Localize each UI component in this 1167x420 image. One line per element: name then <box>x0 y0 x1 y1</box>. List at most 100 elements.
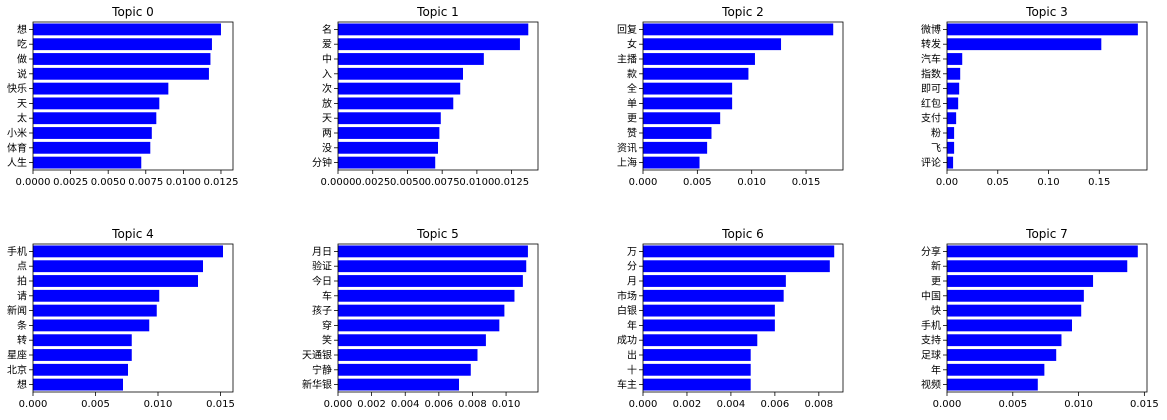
topic-0-xtick-label-4: 0.0100 <box>166 177 201 188</box>
topic-7-bar-8 <box>947 363 1045 376</box>
topic-4-xtick-label-1: 0.005 <box>81 399 110 410</box>
topic-7-category-label-4: 快 <box>931 305 941 317</box>
topic-7-title: Topic 7 <box>1025 227 1068 241</box>
topic-4-bar-4 <box>33 304 157 317</box>
topic-3-bar-4 <box>947 82 960 95</box>
topic-3-bar-3 <box>947 67 961 80</box>
topic-0-bar-7 <box>33 127 152 139</box>
topic-7-category-label-0: 分享 <box>921 245 941 258</box>
topic-2-category-label-7: 赞 <box>627 127 637 140</box>
topic-6-title: Topic 6 <box>721 227 764 241</box>
topic-1-xtick-label-0: 0.0000 <box>321 177 356 188</box>
topic-7-category-label-7: 足球 <box>921 349 941 362</box>
topic-5-xtick-label-1: 0.002 <box>357 399 386 410</box>
topic-3-bar-5 <box>947 97 959 110</box>
topic-5-title: Topic 5 <box>416 227 459 241</box>
topic-0-bar-9 <box>33 156 142 169</box>
topic-0-category-label-3: 说 <box>17 67 27 80</box>
topic-2-category-label-6: 更 <box>627 113 637 125</box>
topic-7-xtick-label-0: 0.000 <box>933 399 962 410</box>
topic-3-category-label-9: 评论 <box>921 156 941 169</box>
topic-4-category-label-9: 想 <box>17 378 27 391</box>
topic-1-xtick-label-3: 0.0075 <box>425 177 460 188</box>
topic-1-category-label-7: 两 <box>322 129 332 140</box>
topic-1-xtick-label-2: 0.0050 <box>390 177 425 188</box>
topic-2-bar-0 <box>643 23 834 36</box>
topic-7-xtick-label-1: 0.005 <box>998 399 1027 410</box>
topic-2-category-label-9: 上海 <box>617 156 637 169</box>
topic-5-category-label-5: 穿 <box>322 319 332 332</box>
topic-2-title: Topic 2 <box>721 5 764 19</box>
topic-6-axes-frame <box>642 243 844 393</box>
topic-4-bar-3 <box>33 289 160 302</box>
topic-2-xtick-label-3: 0.015 <box>792 177 821 188</box>
topic-4-category-label-3: 请 <box>17 289 27 302</box>
topic-3-category-label-6: 支付 <box>921 112 941 125</box>
topic-6-category-label-2: 月 <box>627 276 637 288</box>
topic-1-bar-5 <box>338 97 454 110</box>
topic-6-category-label-7: 出 <box>627 349 637 362</box>
topic-6-bar-9 <box>643 378 751 391</box>
topic-6-category-label-8: 十 <box>627 363 637 376</box>
topic-5-xtick-label-3: 0.006 <box>425 399 454 410</box>
topic-5-xtick-label-0: 0.000 <box>324 399 353 410</box>
topic-0-category-label-9: 人生 <box>7 156 27 169</box>
topic-2-bar-3 <box>643 67 749 80</box>
topic-3-category-label-2: 汽车 <box>921 53 941 66</box>
topic-1-category-label-0: 名 <box>322 23 332 36</box>
topic-6-bar-2 <box>643 275 786 287</box>
topic-7-xtick-label-2: 0.010 <box>1064 399 1093 410</box>
topic-4-category-label-5: 条 <box>17 319 27 332</box>
topic-5-bar-5 <box>338 319 500 332</box>
topic-0-category-label-2: 做 <box>17 53 27 66</box>
topic-4-bar-6 <box>33 334 132 347</box>
topic-6-bar-1 <box>643 260 830 273</box>
topic-0-bar-4 <box>33 82 169 95</box>
topic-2-xtick-label-1: 0.005 <box>683 177 712 188</box>
topic-1-category-label-1: 爱 <box>322 38 332 51</box>
topic-1-category-label-4: 次 <box>322 82 332 95</box>
topic-2-bar-2 <box>643 53 755 65</box>
topic-6-bar-4 <box>643 304 775 317</box>
topic-5-bar-0 <box>338 245 528 258</box>
topic-5-bar-8 <box>338 363 471 376</box>
topic-5-bar-7 <box>338 349 478 361</box>
topic-0-category-label-1: 吃 <box>17 38 27 51</box>
topic-2-axes-frame <box>642 21 844 171</box>
topic-1-xtick-label-5: 0.0125 <box>494 177 529 188</box>
topic-7-category-label-5: 手机 <box>921 319 941 332</box>
topic-6-xtick-label-0: 0.000 <box>629 399 658 410</box>
topic-7-category-label-9: 视频 <box>921 378 941 391</box>
topic-2-category-label-4: 全 <box>627 82 637 95</box>
topic-3-xtick-label-2: 0.10 <box>1037 177 1059 188</box>
topic-3-xtick-label-3: 0.15 <box>1088 177 1110 188</box>
topic-5-category-label-6: 笑 <box>322 334 332 347</box>
topic-1-bar-4 <box>338 82 461 95</box>
topic-1-category-label-8: 没 <box>322 142 332 154</box>
topic-5-category-label-0: 月日 <box>312 246 332 258</box>
topic-5-xtick-label-2: 0.004 <box>391 399 420 410</box>
topic-2-category-label-3: 款 <box>627 67 637 80</box>
topic-2-xtick-label-0: 0.000 <box>629 177 658 188</box>
topic-2-bar-6 <box>643 112 721 125</box>
topic-2-category-label-0: 回复 <box>617 23 637 36</box>
topic-3-bar-9 <box>947 156 954 169</box>
topic-4-bar-7 <box>33 349 132 361</box>
topic-6-category-label-9: 车主 <box>617 378 637 391</box>
topic-7-bar-4 <box>947 304 1082 317</box>
topic-7-bar-7 <box>947 349 1057 361</box>
topic-0-category-label-6: 太 <box>17 112 27 125</box>
topic-6-category-label-6: 成功 <box>617 335 637 347</box>
topic-1-bar-7 <box>338 127 440 139</box>
topic-4-title: Topic 4 <box>111 227 154 241</box>
topic-1-bar-2 <box>338 53 484 65</box>
topic-5-bar-4 <box>338 304 505 317</box>
topic-4-xtick-label-0: 0.000 <box>19 399 48 410</box>
topic-6-category-label-0: 万 <box>627 247 637 258</box>
topic-6-category-label-4: 白银 <box>617 304 637 317</box>
